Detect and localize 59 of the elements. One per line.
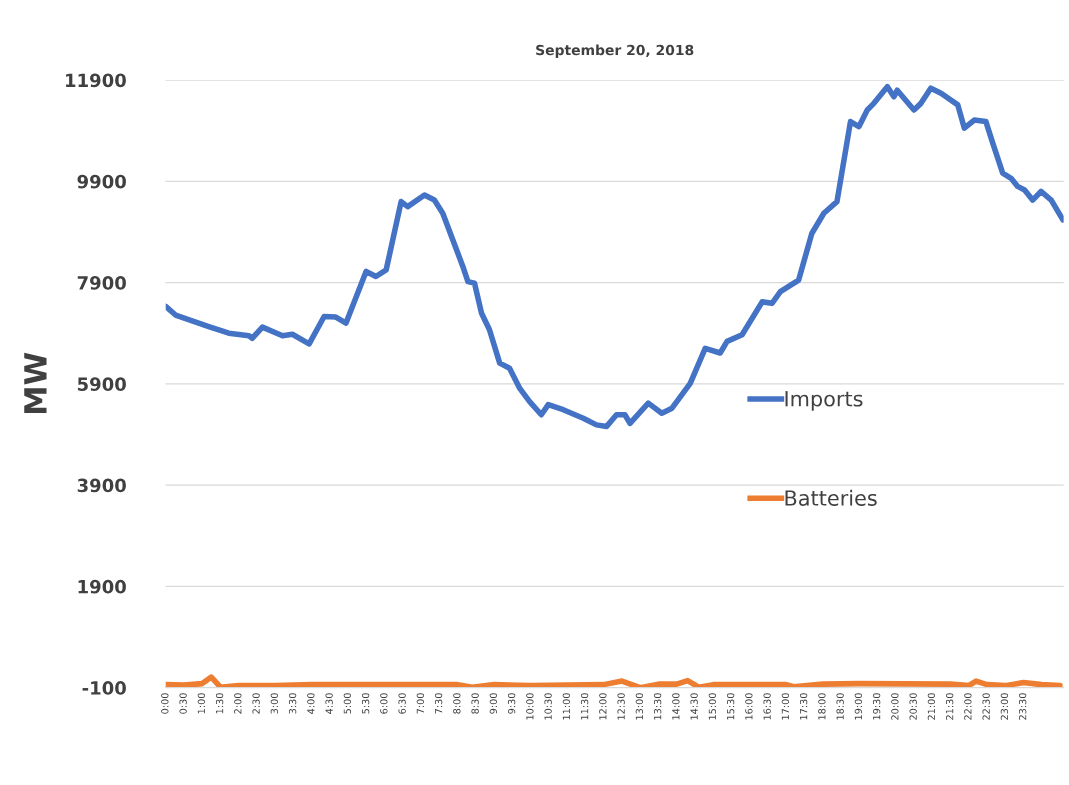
legend-label: Batteries xyxy=(785,489,877,506)
x-tick-label: 8:00 xyxy=(453,693,461,714)
x-tick-label: 14:00 xyxy=(672,693,680,720)
y-tick-label: 5900 xyxy=(77,377,126,391)
y-tick-label: 3900 xyxy=(77,478,126,493)
x-tick-label: 9:30 xyxy=(507,693,516,714)
x-tick-label: 6:30 xyxy=(398,693,406,714)
x-tick-label: 16:00 xyxy=(745,693,753,720)
x-tick-label: 11:30 xyxy=(580,693,589,720)
x-tick-label: 23:00 xyxy=(1000,693,1009,720)
y-tick-label: 9900 xyxy=(77,174,126,189)
x-tick-label: 17:00 xyxy=(781,693,790,720)
x-tick-label: 3:30 xyxy=(288,693,297,714)
x-tick-label: 23:30 xyxy=(1018,693,1027,720)
x-tick-label: 21:00 xyxy=(927,693,936,720)
x-tick-label: 19:30 xyxy=(872,693,881,720)
x-tick-label: 15:00 xyxy=(708,693,717,720)
x-tick-label: 19:00 xyxy=(854,693,863,720)
x-tick-label: 16:30 xyxy=(763,693,771,720)
x-tick-label: 22:00 xyxy=(964,693,972,720)
x-tick-label: 1:00 xyxy=(197,693,206,714)
x-tick-label: 8:30 xyxy=(471,693,479,714)
x-tick-label: 5:00 xyxy=(343,693,352,714)
x-tick-label: 20:00 xyxy=(891,693,899,720)
x-tick-label: 7:00 xyxy=(416,693,425,714)
x-tick-label: 0:00 xyxy=(161,693,169,714)
x-tick-label: 18:00 xyxy=(818,693,826,720)
chart-title: September 20, 2018 xyxy=(536,44,694,58)
x-tick-label: 11:00 xyxy=(562,693,571,720)
x-tick-label: 7:30 xyxy=(434,693,443,714)
x-tick-label: 13:30 xyxy=(653,693,662,720)
x-tick-label: 20:30 xyxy=(909,693,917,720)
x-tick-label: 2:30 xyxy=(252,693,260,714)
legend-label: Imports xyxy=(785,391,863,411)
y-tick-label: 11900 xyxy=(66,73,126,88)
x-tick-label: 13:00 xyxy=(635,693,644,720)
x-tick-label: 21:30 xyxy=(945,693,954,720)
x-tick-label: 18:30 xyxy=(836,693,844,720)
x-tick-label: 9:00 xyxy=(489,693,498,714)
x-tick-label: 10:30 xyxy=(544,693,552,720)
y-axis-title: MW xyxy=(24,352,47,414)
y-tick-label: 1900 xyxy=(78,579,126,594)
y-tick-label: -100 xyxy=(82,681,126,695)
x-tick-label: 12:00 xyxy=(599,693,607,720)
x-tick-label: 14:30 xyxy=(690,693,698,720)
x-tick-label: 4:00 xyxy=(307,693,315,714)
x-tick-label: 5:30 xyxy=(361,693,370,714)
x-tick-label: 3:00 xyxy=(270,693,279,714)
x-tick-label: 6:00 xyxy=(380,693,388,714)
x-tick-label: 15:30 xyxy=(726,693,735,720)
x-tick-label: 4:30 xyxy=(325,693,333,714)
x-tick-label: 22:30 xyxy=(982,693,990,720)
x-tick-label: 2:00 xyxy=(234,693,242,714)
x-tick-label: 0:30 xyxy=(179,693,187,714)
x-tick-label: 1:30 xyxy=(215,693,224,714)
x-tick-label: 10:00 xyxy=(526,693,534,720)
x-tick-label: 12:30 xyxy=(617,693,625,720)
x-tick-label: 17:30 xyxy=(799,693,808,720)
y-tick-label: 7900 xyxy=(77,276,126,290)
